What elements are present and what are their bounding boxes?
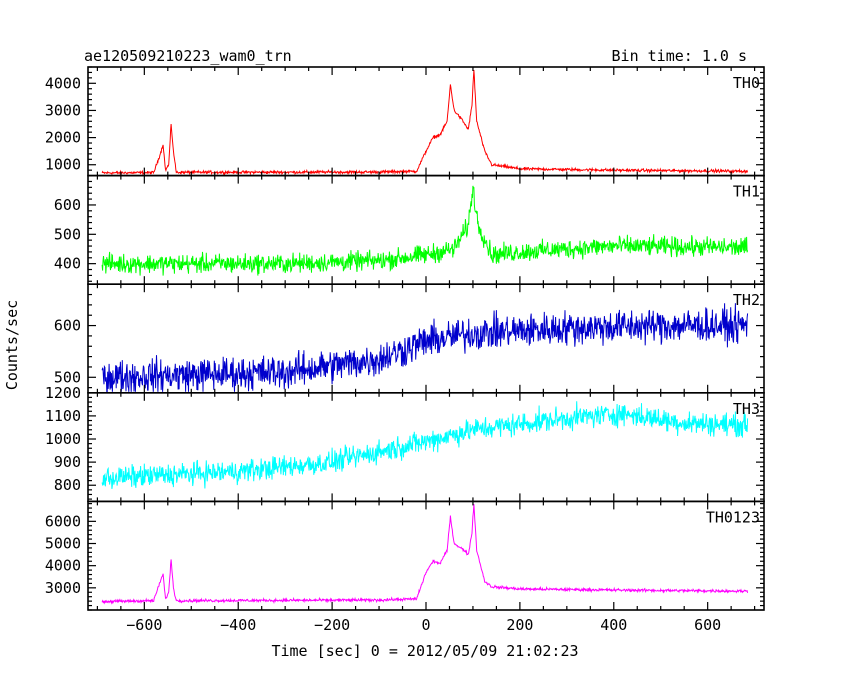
- y-tick-label: 500: [54, 225, 81, 243]
- x-tick-label: −200: [314, 616, 350, 634]
- panel-frame: [87, 66, 765, 177]
- y-tick-label: 600: [54, 317, 81, 335]
- x-axis-label: Time [sec] 0 = 2012/05/09 21:02:23: [271, 642, 578, 660]
- x-tick-label: 0: [421, 616, 430, 634]
- chart-title: ae120509210223_wam0_trn: [84, 47, 292, 65]
- x-tick-label: 600: [694, 616, 721, 634]
- panel-name: TH3: [733, 400, 760, 418]
- x-tick-label: 400: [600, 616, 627, 634]
- panel-frame: [87, 283, 765, 394]
- y-tick-label: 2000: [45, 129, 81, 147]
- series-th0123: [101, 504, 749, 605]
- panel-th2: 500 600 TH2: [54, 283, 765, 394]
- panel-name: TH2: [733, 291, 760, 309]
- series-th1: [101, 185, 749, 276]
- x-tick-label: −600: [126, 616, 162, 634]
- y-tick-label: 1100: [45, 407, 81, 425]
- panel-th0: 1000 2000 3000 4000 TH0: [45, 66, 765, 177]
- y-tick-label: 800: [54, 476, 81, 494]
- y-tick-label: 1000: [45, 156, 81, 174]
- y-tick-label: 600: [54, 196, 81, 214]
- y-tick-label: 5000: [45, 535, 81, 553]
- panel-name: TH0: [733, 74, 760, 92]
- panel-th0123: 3000 4000 5000 6000 TH0123 −600 −400 −200 0 200 40…: [45, 500, 765, 634]
- x-tick-label: 200: [506, 616, 533, 634]
- panel-frame: [87, 174, 765, 286]
- y-axis-label: Counts/sec: [3, 300, 21, 390]
- y-tick-label: 1200: [45, 384, 81, 402]
- y-tick-label: 3000: [45, 101, 81, 119]
- panel-th3: 800 900 1000 1100 1200 TH3: [45, 384, 765, 503]
- y-tick-label: 4000: [45, 557, 81, 575]
- series-th2: [101, 303, 749, 393]
- series-th3: [101, 401, 749, 489]
- panel-frame: [87, 500, 765, 611]
- y-tick-label: 400: [54, 255, 81, 273]
- y-tick-label: 6000: [45, 512, 81, 530]
- series-th0: [101, 69, 749, 176]
- panel-th1: 400 500 600 TH1: [54, 174, 765, 286]
- panel-name: TH0123: [706, 508, 760, 526]
- y-tick-label: 500: [54, 368, 81, 386]
- y-tick-label: 3000: [45, 579, 81, 597]
- bin-time-label: Bin time: 1.0 s: [612, 47, 747, 65]
- y-tick-label: 4000: [45, 74, 81, 92]
- y-tick-label: 1000: [45, 430, 81, 448]
- y-tick-label: 900: [54, 453, 81, 471]
- x-tick-label: −400: [220, 616, 256, 634]
- panel-name: TH1: [733, 183, 760, 201]
